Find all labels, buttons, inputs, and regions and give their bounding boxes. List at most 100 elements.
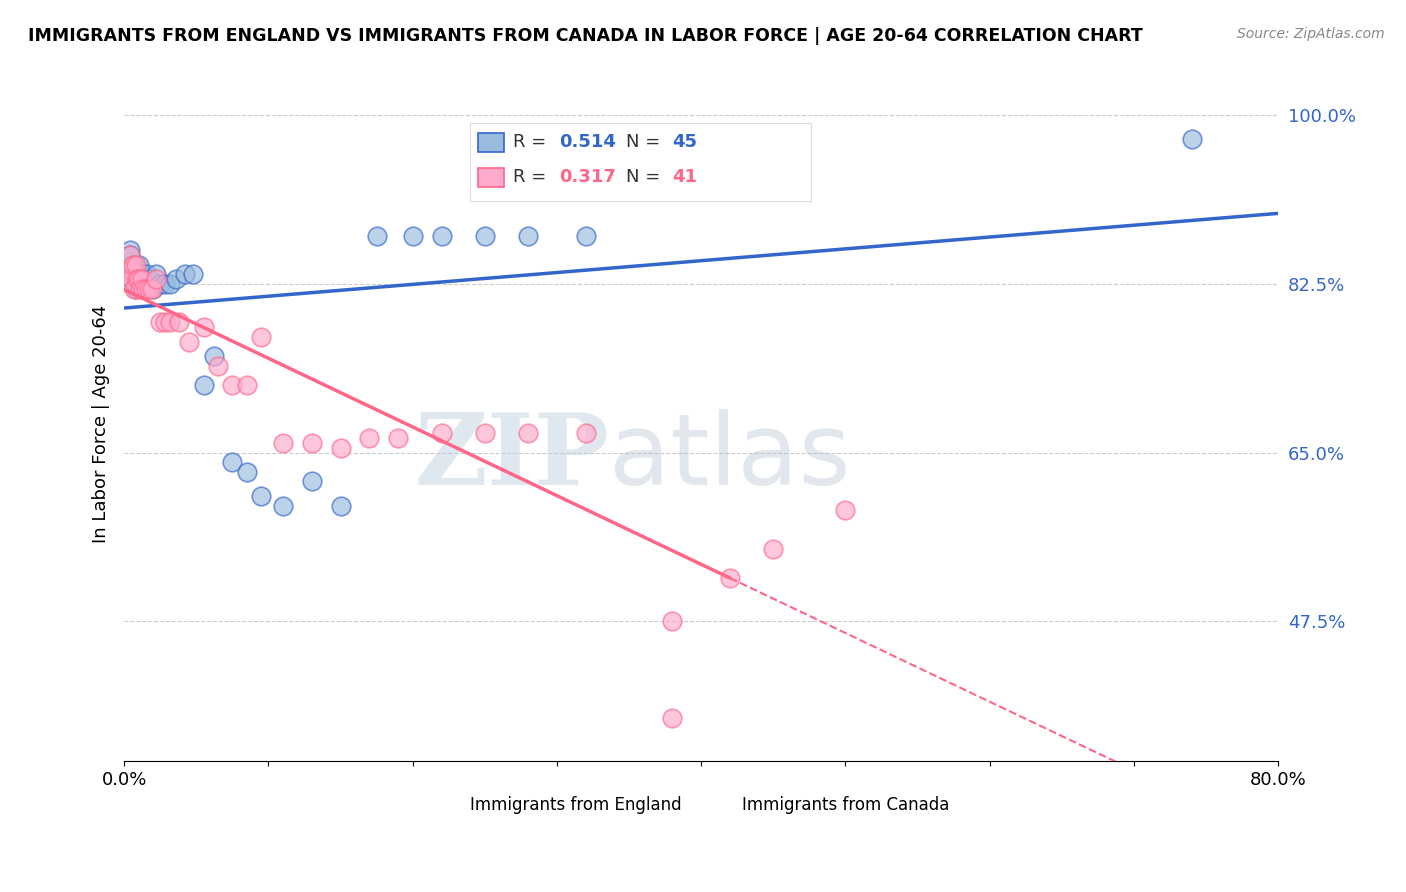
Point <box>167 315 190 329</box>
Point <box>118 248 141 262</box>
Point <box>149 277 172 291</box>
Point <box>134 277 156 291</box>
Point <box>124 262 146 277</box>
Point <box>236 378 259 392</box>
Point <box>387 431 409 445</box>
Bar <box>707 796 733 814</box>
Point <box>117 262 139 277</box>
Text: IMMIGRANTS FROM ENGLAND VS IMMIGRANTS FROM CANADA IN LABOR FORCE | AGE 20-64 COR: IMMIGRANTS FROM ENGLAND VS IMMIGRANTS FR… <box>28 27 1143 45</box>
Point <box>120 262 142 277</box>
Point <box>142 282 165 296</box>
Point <box>221 455 243 469</box>
Point <box>159 315 181 329</box>
FancyBboxPatch shape <box>471 123 811 201</box>
Point <box>762 541 785 556</box>
Point <box>124 258 146 272</box>
Text: N =: N = <box>626 133 666 152</box>
Point <box>124 282 146 296</box>
Text: atlas: atlas <box>609 409 851 506</box>
Point <box>128 272 150 286</box>
Point <box>575 426 598 441</box>
Point <box>173 267 195 281</box>
Point <box>139 272 162 286</box>
Text: 0.317: 0.317 <box>560 169 616 186</box>
Point <box>135 282 157 296</box>
Point <box>575 228 598 243</box>
Point <box>202 349 225 363</box>
Point <box>129 282 152 296</box>
Point <box>153 277 176 291</box>
Point <box>329 441 352 455</box>
Point <box>127 272 149 286</box>
Text: R =: R = <box>513 133 553 152</box>
Text: Immigrants from Canada: Immigrants from Canada <box>741 796 949 814</box>
Point <box>250 489 273 503</box>
Point <box>115 262 138 277</box>
Point <box>153 315 176 329</box>
Point <box>138 282 160 296</box>
Point <box>131 272 153 286</box>
Point <box>402 228 425 243</box>
Point <box>165 272 187 286</box>
Point <box>193 320 215 334</box>
Point <box>183 267 205 281</box>
Point <box>118 248 141 262</box>
Point <box>250 330 273 344</box>
Point <box>136 267 159 281</box>
Point <box>115 267 138 281</box>
Point <box>329 499 352 513</box>
Point <box>661 710 683 724</box>
Point <box>301 475 323 489</box>
Text: ZIP: ZIP <box>413 409 609 506</box>
Point <box>149 315 172 329</box>
Text: 45: 45 <box>672 133 697 152</box>
Point <box>271 499 294 513</box>
Point <box>474 228 496 243</box>
Point <box>122 258 145 272</box>
Point <box>474 426 496 441</box>
Point <box>366 228 388 243</box>
Point <box>1180 132 1202 146</box>
Point <box>129 267 152 281</box>
Point <box>120 262 142 277</box>
Text: 0.514: 0.514 <box>560 133 616 152</box>
Point <box>661 614 683 628</box>
Point <box>517 228 540 243</box>
Point <box>159 277 181 291</box>
Point <box>122 267 145 281</box>
Point <box>127 267 149 281</box>
Point <box>127 262 149 277</box>
Text: R =: R = <box>513 169 553 186</box>
Point <box>145 267 167 281</box>
Bar <box>436 796 461 814</box>
Point <box>125 282 148 296</box>
Point <box>120 272 142 286</box>
Point <box>145 272 167 286</box>
Point <box>834 503 856 517</box>
Text: N =: N = <box>626 169 666 186</box>
Point <box>207 359 229 373</box>
Point <box>135 282 157 296</box>
Bar <box>478 133 503 152</box>
Point <box>359 431 381 445</box>
Point <box>430 426 453 441</box>
Point <box>128 258 150 272</box>
Point <box>120 272 142 286</box>
Point <box>221 378 243 392</box>
Point <box>132 282 155 296</box>
Point <box>430 228 453 243</box>
Point <box>131 267 153 281</box>
Point <box>122 258 145 272</box>
Point <box>271 436 294 450</box>
Bar <box>478 168 503 186</box>
Point <box>236 465 259 479</box>
Point <box>125 277 148 291</box>
Text: Source: ZipAtlas.com: Source: ZipAtlas.com <box>1237 27 1385 41</box>
Point <box>117 267 139 281</box>
Point <box>118 243 141 257</box>
Point <box>132 267 155 281</box>
Point <box>193 378 215 392</box>
Text: 41: 41 <box>672 169 697 186</box>
Text: Immigrants from England: Immigrants from England <box>471 796 682 814</box>
Point <box>718 571 741 585</box>
